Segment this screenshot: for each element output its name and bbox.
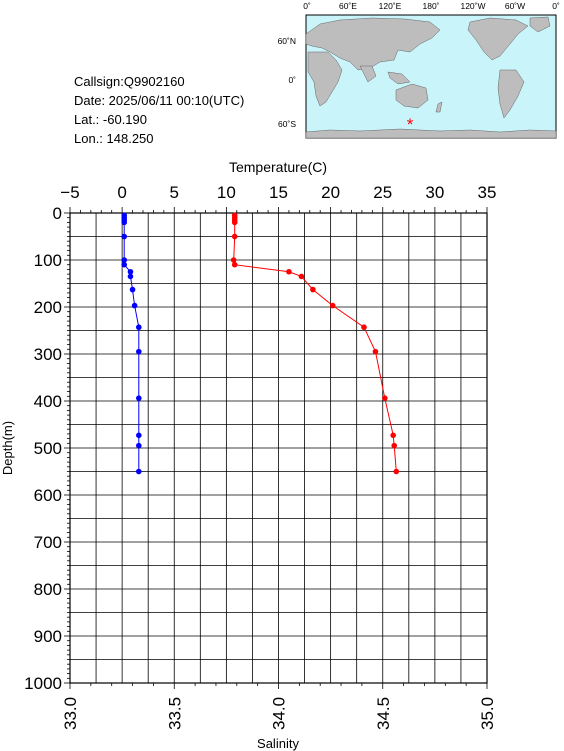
map-label-lon-60w: 60˚W bbox=[505, 1, 525, 11]
salinity-data-point bbox=[136, 324, 142, 331]
temperature-data-point bbox=[372, 348, 379, 355]
date-text: Date: 2025/06/11 00:10(UTC) bbox=[74, 93, 245, 108]
depth-tick-label: 400 bbox=[34, 392, 62, 411]
temperature-data-point bbox=[329, 302, 336, 309]
map-label-lon-120e: 120˚E bbox=[379, 1, 402, 11]
plot-frame bbox=[69, 212, 488, 684]
map-label-lon-60e: 60˚E bbox=[339, 1, 357, 11]
depth-tick-label: 200 bbox=[34, 298, 62, 317]
temperature-profile-line bbox=[233, 215, 397, 472]
map-label-lat-60s: 60˚S bbox=[278, 119, 296, 129]
temperature-tick-label: 10 bbox=[217, 183, 236, 202]
location-map: * 0˚ 60˚E 120˚E 180˚ 120˚W 60˚W 0˚ 60˚N … bbox=[278, 1, 560, 139]
callsign-text: Callsign:Q9902160 bbox=[74, 74, 185, 89]
temperature-data-point bbox=[382, 395, 388, 401]
temperature-tick-label: 20 bbox=[321, 183, 340, 202]
salinity-data-point bbox=[121, 261, 128, 268]
float-location-marker: * bbox=[407, 115, 414, 134]
depth-tick-label: 600 bbox=[34, 486, 62, 505]
map-label-lon-180: 180˚ bbox=[422, 1, 439, 11]
salinity-data-point bbox=[136, 395, 142, 401]
depth-tick-label: 100 bbox=[34, 251, 62, 270]
temperature-tick-label: −5 bbox=[60, 183, 79, 202]
lat-text: Lat.: -60.190 bbox=[74, 112, 147, 127]
salinity-data-point bbox=[136, 468, 142, 475]
temperature-data-point bbox=[286, 268, 292, 275]
temperature-tick-label: 30 bbox=[425, 183, 444, 202]
chart-series bbox=[121, 212, 400, 475]
temperature-data-point bbox=[361, 324, 367, 331]
salinity-tick-label: 34.0 bbox=[270, 697, 289, 730]
map-label-lon-0-right: 0˚ bbox=[552, 1, 560, 11]
salinity-data-point bbox=[121, 219, 128, 226]
depth-tick-label: 900 bbox=[34, 627, 62, 646]
salinity-data-point bbox=[121, 233, 128, 240]
salinity-data-point bbox=[121, 257, 128, 263]
salinity-data-point bbox=[136, 442, 142, 449]
temperature-data-point bbox=[231, 233, 238, 240]
float-info: Callsign:Q9902160 Date: 2025/06/11 00:10… bbox=[74, 72, 244, 148]
salinity-tick-labels: 33.0 33.5 34.0 34.5 35.0 bbox=[61, 697, 497, 730]
salinity-data-point bbox=[129, 286, 136, 293]
temperature-data-point bbox=[310, 286, 316, 293]
chart-grid bbox=[69, 212, 488, 684]
temperature-data-point bbox=[390, 432, 396, 439]
temperature-tick-label: 15 bbox=[269, 183, 288, 202]
map-left-labels: 60˚N 0˚ 60˚S bbox=[278, 36, 297, 129]
salinity-data-point bbox=[127, 268, 134, 275]
depth-tick-label: 300 bbox=[34, 345, 62, 364]
temperature-axis-title: Temperature(C) bbox=[229, 159, 327, 175]
temperature-tick-label: 25 bbox=[373, 183, 392, 202]
depth-tick-label: 0 bbox=[53, 204, 62, 223]
depth-tick-labels: 0 100 200 300 400 500 600 700 800 900 1000 bbox=[24, 204, 62, 693]
depth-tick-label: 800 bbox=[34, 580, 62, 599]
temperature-data-point bbox=[231, 261, 238, 268]
salinity-data-point bbox=[136, 348, 142, 355]
temperature-data-point bbox=[393, 468, 400, 475]
salinity-profile-line bbox=[123, 215, 140, 472]
map-land bbox=[305, 16, 557, 139]
temperature-data-point bbox=[230, 257, 237, 263]
temperature-tick-label: 35 bbox=[478, 183, 497, 202]
lon-text: Lon.: 148.250 bbox=[74, 131, 154, 146]
salinity-data-point bbox=[127, 273, 134, 280]
map-top-labels: 0˚ 60˚E 120˚E 180˚ 120˚W 60˚W 0˚ bbox=[303, 1, 560, 11]
temperature-data-point bbox=[231, 219, 238, 226]
depth-tick-label: 700 bbox=[34, 533, 62, 552]
depth-tick-label: 500 bbox=[34, 439, 62, 458]
salinity-tick-label: 35.0 bbox=[478, 697, 497, 730]
map-label-lon-120w: 120˚W bbox=[460, 1, 485, 11]
temperature-data-point bbox=[391, 442, 398, 449]
salinity-tick-label: 33.5 bbox=[165, 697, 184, 730]
map-label-lat-0: 0˚ bbox=[288, 75, 296, 85]
temperature-data-point bbox=[298, 273, 305, 280]
salinity-tick-label: 33.0 bbox=[61, 697, 80, 730]
salinity-data-point bbox=[136, 432, 142, 439]
salinity-tick-label: 34.5 bbox=[374, 697, 393, 730]
temperature-tick-label: 0 bbox=[117, 183, 126, 202]
map-label-lat-60n: 60˚N bbox=[278, 36, 296, 46]
map-label-lon-0-left: 0˚ bbox=[303, 1, 311, 11]
depth-tick-label: 1000 bbox=[24, 674, 62, 693]
salinity-axis-title: Salinity bbox=[257, 736, 299, 751]
salinity-data-point bbox=[131, 302, 138, 309]
temperature-tick-labels: −5 0 5 10 15 20 25 30 35 bbox=[60, 183, 496, 202]
depth-axis-title: Depth(m) bbox=[0, 421, 15, 475]
temperature-tick-label: 5 bbox=[170, 183, 179, 202]
